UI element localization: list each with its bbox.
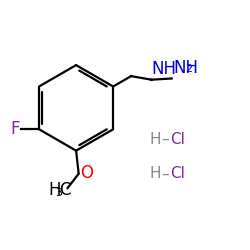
Text: C: C — [59, 181, 70, 199]
Text: Cl: Cl — [170, 132, 185, 147]
Text: Cl: Cl — [170, 166, 185, 182]
Text: F: F — [10, 120, 20, 138]
Text: O: O — [80, 164, 93, 182]
Text: H: H — [48, 181, 60, 199]
Text: H: H — [150, 166, 161, 182]
Text: NH: NH — [173, 59, 198, 77]
Text: –: – — [161, 132, 169, 147]
Text: 3: 3 — [55, 188, 62, 198]
Text: NH: NH — [152, 60, 176, 78]
Text: H: H — [150, 132, 161, 147]
Text: 2: 2 — [185, 64, 192, 74]
Text: –: – — [161, 166, 169, 182]
